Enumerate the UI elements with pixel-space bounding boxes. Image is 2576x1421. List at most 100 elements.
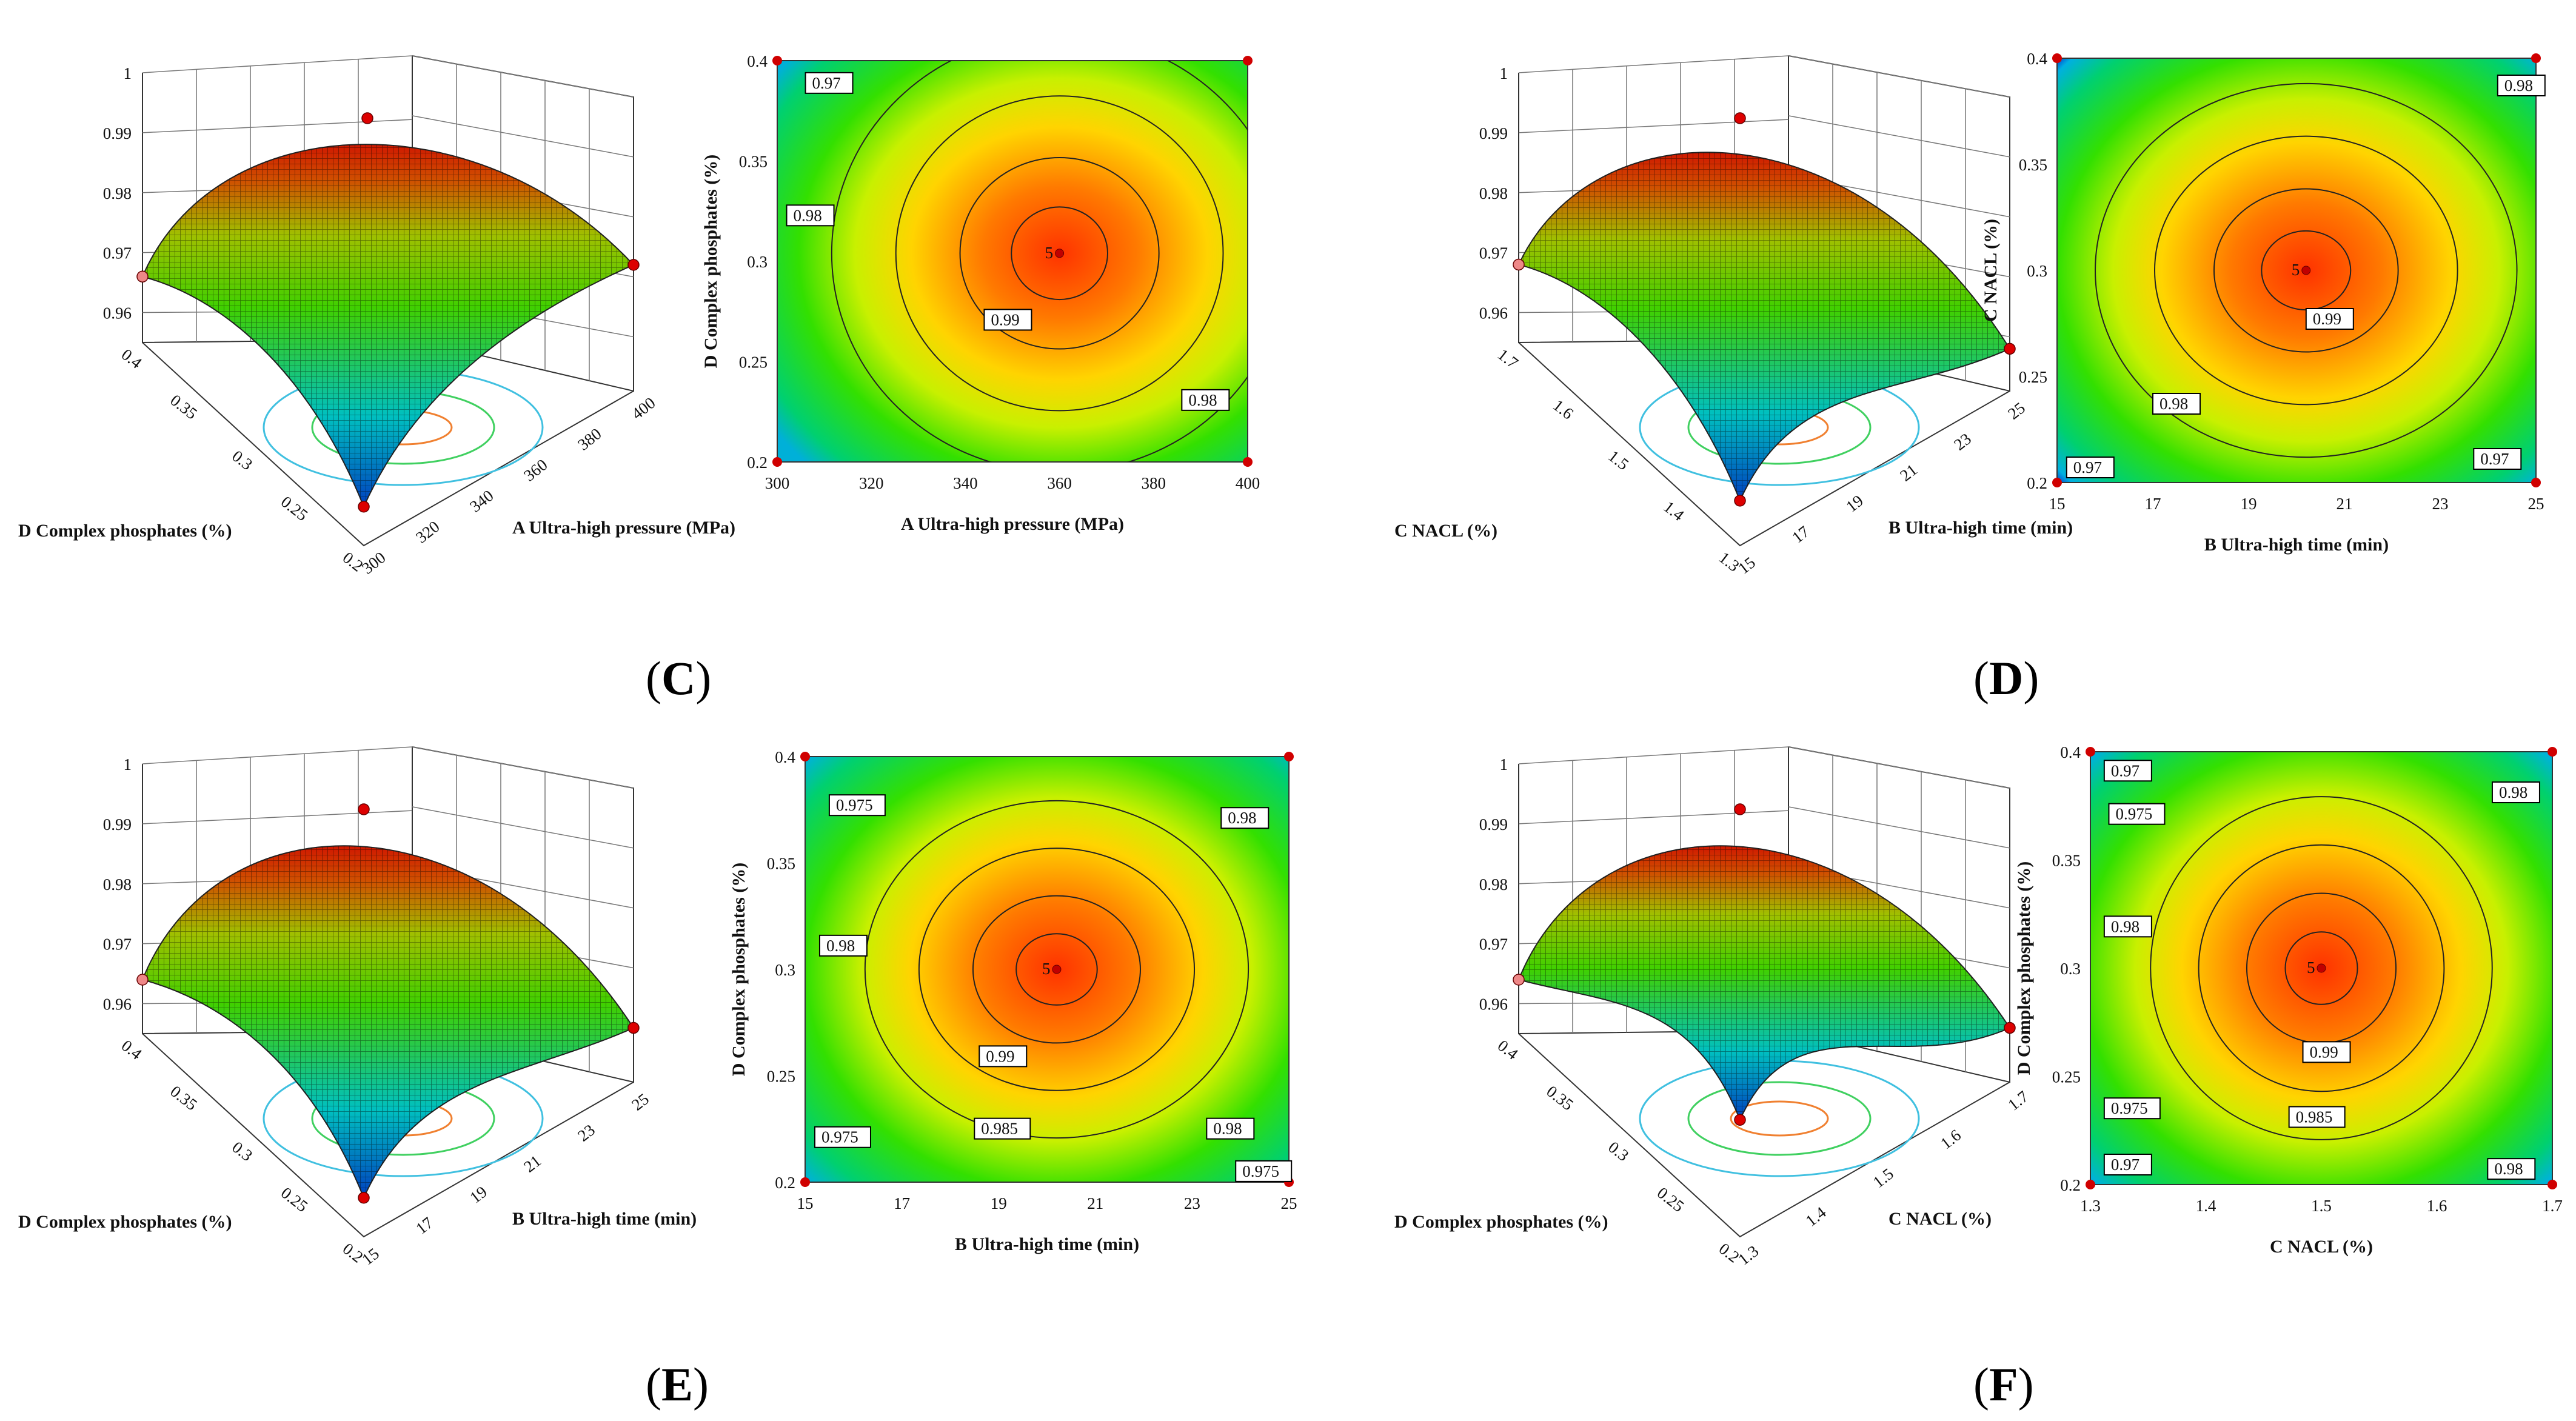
gridline (412, 115, 634, 158)
contour-value-label: 0.98 (2504, 76, 2533, 95)
plot-frame (2090, 751, 2553, 1185)
contour-value-box (1206, 1117, 1255, 1140)
design-center-point (1055, 249, 1065, 258)
x-tick-label: 25 (2004, 398, 2029, 423)
design-center-point (1052, 965, 1062, 974)
x-axis-title: A Ultra-high pressure (MPa) (512, 518, 735, 538)
y-axis-title: D Complex phosphates (%) (2014, 861, 2034, 1075)
contour-plot-e: 5 0.975 0.98 0.98 0.99 0.985 0.975 0.98 0.975 15 1… (729, 748, 1297, 1254)
plot-frame (2056, 58, 2537, 483)
y-tick-label: 0.25 (767, 1068, 795, 1086)
heatmap-fill (805, 757, 1289, 1182)
floor-edge (1518, 342, 2010, 547)
x-tick-label: 17 (1788, 522, 1813, 546)
z-tick-label: 1 (124, 64, 132, 82)
contour-value-box (2487, 1158, 2536, 1180)
contour-line (2198, 844, 2445, 1092)
y-tick-label: 0.25 (2019, 368, 2047, 386)
y-tick-label: 1.5 (1605, 447, 1632, 473)
design-corner-point (772, 56, 782, 65)
contour-line (2154, 135, 2458, 406)
x-tick-label: 19 (1842, 491, 1867, 515)
x-tick-label: 23 (1184, 1194, 1200, 1212)
design-point (1734, 1114, 1746, 1126)
z-tick-label: 0.98 (103, 184, 132, 202)
x-tick-label: 17 (412, 1213, 437, 1237)
design-corner-point (2052, 53, 2062, 63)
x-tick-label: 340 (953, 474, 978, 492)
x-axis-title: A Ultra-high pressure (MPa) (901, 514, 1124, 534)
contour-value-label: 0.97 (2111, 761, 2139, 780)
x-tick-label: 380 (1142, 474, 1166, 492)
design-point (136, 270, 149, 283)
x-axis-title: B Ultra-high time (min) (955, 1234, 1139, 1254)
y-tick-label: 0.2 (775, 1174, 795, 1192)
design-center-point (2317, 963, 2326, 973)
x-axis-title: B Ultra-high time (min) (2204, 535, 2389, 555)
center-point-label: 5 (1042, 960, 1051, 978)
x-tick-label: 19 (466, 1182, 490, 1206)
design-point (1734, 803, 1746, 815)
contour-value-box (2103, 1154, 2152, 1176)
y-tick-label: 0.35 (2052, 852, 2081, 870)
y-tick-label: 0.35 (767, 855, 795, 873)
z-tick-label: 0.99 (103, 815, 132, 834)
x-tick-label: 19 (991, 1194, 1007, 1212)
contour-line (1011, 206, 1108, 301)
z-tick-label: 0.99 (1479, 124, 1508, 142)
x-axis-title: C NACL (%) (2270, 1237, 2373, 1257)
contour-value-label: 0.975 (1242, 1162, 1279, 1180)
floor-edge (1518, 1033, 2010, 1238)
x-tick-label: 1.3 (2080, 1197, 2101, 1215)
y-tick-label: 0.25 (1654, 1183, 1688, 1215)
surface-plot-d: 10.990.980.970.961.71.61.51.41.315171921… (1394, 55, 2073, 578)
y-tick-label: 0.3 (747, 253, 768, 271)
x-tick-label: 21 (1896, 460, 1921, 484)
contour-line (959, 156, 1160, 350)
gridline (1788, 55, 2010, 98)
x-tick-label: 21 (2337, 495, 2353, 513)
x-tick-label: 1.6 (2427, 1197, 2447, 1215)
x-tick-label: 360 (1047, 474, 1072, 492)
contour-value-label: 0.975 (836, 796, 873, 814)
design-corner-point (2548, 747, 2557, 757)
design-corner-point (2052, 478, 2062, 487)
contour-plot-d: 5 0.98 0.99 0.98 0.97 0.97 15 17 19 21 23 25 0.4 0.35… (1981, 50, 2546, 555)
y-tick-label: 0.25 (278, 492, 312, 524)
y-axis-title: D Complex phosphates (%) (1394, 1212, 1608, 1232)
floor-contour (1730, 1100, 1829, 1137)
z-tick-label: 0.97 (1479, 244, 1508, 262)
x-tick-label: 1.5 (1870, 1165, 1897, 1191)
contour-value-label: 0.975 (821, 1128, 858, 1146)
contour-value-box (814, 1126, 871, 1148)
contour-value-box (2288, 1106, 2346, 1128)
design-corner-point (2531, 478, 2541, 487)
y-tick-label: 0.3 (2027, 262, 2047, 280)
surface-mesh (1519, 152, 2010, 501)
z-tick-label: 0.96 (1479, 304, 1508, 323)
panel-letter: F (1989, 1358, 2018, 1411)
contour-value-box (1181, 389, 1230, 411)
x-tick-label: 19 (2241, 495, 2257, 513)
panel-caption: (C) (646, 652, 711, 704)
center-point-label: 5 (1045, 244, 1054, 262)
design-point (2004, 343, 2016, 355)
contour-value-box (2152, 393, 2201, 415)
gridline (142, 55, 413, 73)
x-tick-label: 1.3 (1735, 1242, 1762, 1268)
x-tick-label: 17 (894, 1194, 910, 1212)
gridline (412, 55, 634, 98)
panel-caption: (D) (1973, 652, 2039, 704)
panel-caption: (E) (646, 1358, 709, 1411)
contour-line (918, 848, 1196, 1091)
panel-letter: E (661, 1358, 693, 1411)
design-point (2004, 1021, 2016, 1034)
gridline (412, 746, 634, 789)
y-axis-title: D Complex phosphates (%) (18, 1212, 232, 1232)
z-tick-label: 0.97 (103, 935, 132, 954)
contour-plot-f: 5 0.97 0.975 0.98 0.98 0.99 0.985 0.975 0.97 0.98… (2014, 743, 2563, 1257)
x-tick-label: 21 (1087, 1194, 1103, 1212)
surface-mesh (142, 846, 634, 1198)
contour-value-label: 0.99 (991, 310, 1019, 329)
surface-mesh (1519, 846, 2010, 1120)
